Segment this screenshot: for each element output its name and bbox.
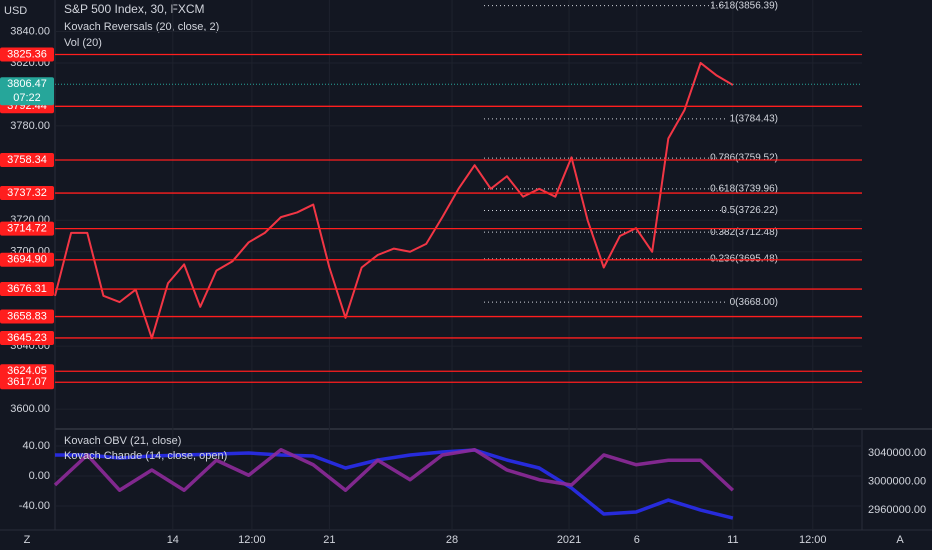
- fib-label: 0.382(3712.48): [710, 227, 778, 238]
- level-label: 3645.23: [7, 332, 47, 344]
- fib-label: 0.618(3739.96): [710, 184, 778, 195]
- level-tag: [0, 47, 54, 62]
- series-line: [54, 61, 734, 340]
- x-tick-label: 21: [323, 534, 335, 546]
- fib-label: 0.5(3726.22): [721, 205, 778, 216]
- y2-tick-label: 3040000.00: [868, 447, 926, 459]
- level-label: 3676.31: [7, 283, 47, 295]
- level-tag: [0, 186, 54, 201]
- countdown-label: 07:22: [13, 92, 41, 104]
- level-tag: [0, 221, 54, 236]
- y-tick-label: 3780.00: [10, 120, 50, 132]
- y-tick-label: 3840.00: [10, 25, 50, 37]
- series-line: [53, 447, 735, 492]
- x-tick-label: 6: [634, 534, 640, 546]
- level-label: 3714.72: [7, 223, 47, 235]
- level-tag: [0, 364, 54, 379]
- x-tick-label: 11: [727, 534, 738, 546]
- level-label: 3694.90: [7, 254, 47, 266]
- fib-label: 1(3784.43): [730, 114, 778, 125]
- legend-label: Kovach OBV (21, close): [64, 435, 181, 447]
- level-label: 3617.07: [7, 376, 47, 388]
- y-tick-label: -40.00: [19, 500, 50, 512]
- x-tick-label: 2021: [557, 534, 581, 546]
- last-price-tag: [0, 77, 54, 106]
- indicator-label: Kovach Reversals (20, close, 2): [64, 21, 219, 33]
- fib-label: 0.236(3695.48): [710, 254, 778, 265]
- y-tick-label: 40.00: [22, 440, 50, 452]
- level-tag: [0, 152, 54, 167]
- y2-tick-label: 2960000.00: [868, 504, 926, 516]
- fib-label: 1.618(3856.39): [710, 0, 778, 11]
- x-tick-label: 28: [446, 534, 458, 546]
- y-tick-label: 0.00: [29, 470, 50, 482]
- level-tag: [0, 282, 54, 297]
- series-line: [55, 448, 734, 520]
- x-tick-label: 12:00: [799, 534, 827, 546]
- level-tag: [0, 330, 54, 345]
- currency-label: USD: [4, 5, 27, 17]
- legend-label: Kovach Chande (14, close, open): [64, 450, 227, 462]
- level-label: 3737.32: [7, 187, 47, 199]
- fib-label: 0(3668.00): [730, 297, 778, 308]
- x-tick-label: 14: [167, 534, 179, 546]
- y-tick-label: 3600.00: [10, 403, 50, 415]
- x-tick-label: 12:00: [238, 534, 266, 546]
- level-label: 3624.05: [7, 365, 47, 377]
- level-label: 3658.83: [7, 310, 47, 322]
- indicator-label: Vol (20): [64, 37, 102, 49]
- fib-label: 0.786(3759.52): [710, 153, 778, 164]
- level-tag: [0, 375, 54, 390]
- chart-title: S&P 500 Index, 30, FXCM: [64, 2, 205, 16]
- control[interactable]: A: [896, 534, 904, 546]
- level-tag: [0, 252, 54, 267]
- level-label: 3825.36: [7, 48, 47, 60]
- last-price-label: 3806.47: [7, 78, 47, 90]
- level-tag: [0, 309, 54, 324]
- y2-tick-label: 3000000.00: [868, 475, 926, 487]
- control[interactable]: Z: [24, 534, 31, 546]
- level-label: 3758.34: [7, 154, 47, 166]
